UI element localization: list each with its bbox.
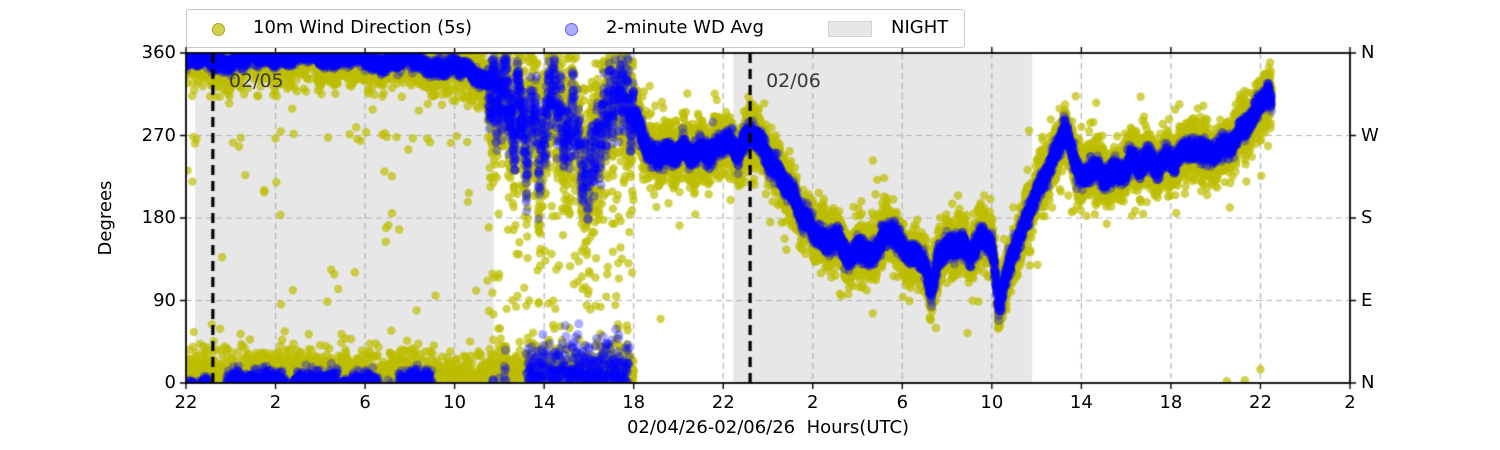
x-tick-label-7: 2 xyxy=(807,392,819,413)
compass-label-4: N xyxy=(1361,42,1375,63)
x-tick-label-12: 22 xyxy=(1249,392,1272,413)
legend: 10m Wind Direction (5s) 2-minute WD Avg … xyxy=(186,9,965,48)
y-tick-label-2: 180 xyxy=(141,207,176,228)
x-axis-label: 02/04/26-02/06/26 Hours(UTC) xyxy=(626,417,910,438)
x-tick-label-4: 14 xyxy=(532,392,556,413)
y-tick-label-4: 360 xyxy=(141,42,176,63)
x-tick-label-3: 10 xyxy=(443,392,467,413)
x-tick-label-5: 18 xyxy=(622,392,646,413)
compass-label-3: W xyxy=(1361,124,1379,146)
y-axis-label: Degrees xyxy=(95,180,116,256)
compass-label-1: E xyxy=(1361,289,1373,311)
x-tick-label-10: 14 xyxy=(1069,392,1093,413)
x-tick-label-0: 22 xyxy=(174,392,198,413)
x-tick-label-11: 18 xyxy=(1159,392,1183,413)
legend-marker-10m-wind-icon xyxy=(212,23,225,36)
x-tick-label-2: 6 xyxy=(359,392,371,413)
x-tick-label-6: 22 xyxy=(711,392,735,413)
x-tick-label-8: 6 xyxy=(896,392,909,413)
compass-label-2: S xyxy=(1361,207,1373,228)
legend-label-10m-wind: 10m Wind Direction (5s) xyxy=(253,17,473,38)
y-tick-label-1: 90 xyxy=(153,289,176,311)
y-tick-label-3: 270 xyxy=(141,124,176,146)
y-tick-label-0: 0 xyxy=(164,372,176,393)
legend-label-2min-avg: 2-minute WD Avg xyxy=(606,17,764,38)
date-annotation-1: 02/06 xyxy=(766,70,821,92)
compass-label-0: N xyxy=(1361,372,1375,393)
x-tick-label-13: 2 xyxy=(1344,392,1356,413)
legend-patch-night-icon xyxy=(828,21,872,37)
legend-marker-2min-avg-icon xyxy=(565,23,578,36)
x-tick-label-1: 2 xyxy=(269,392,282,413)
legend-label-night: NIGHT xyxy=(891,17,949,38)
x-tick-label-9: 10 xyxy=(980,392,1004,413)
date-annotation-0: 02/05 xyxy=(228,70,284,92)
